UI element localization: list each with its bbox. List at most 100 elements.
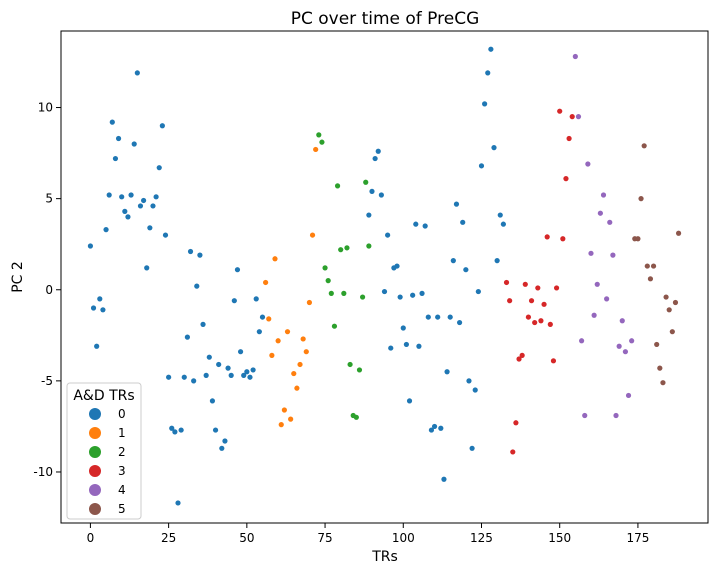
data-point-series-4 (579, 338, 585, 344)
data-point-series-0 (413, 221, 419, 227)
data-point-series-4 (607, 219, 613, 225)
data-point-series-0 (128, 192, 134, 198)
legend-label-2: 2 (118, 445, 126, 459)
data-point-series-5 (635, 236, 641, 242)
data-point-series-0 (256, 329, 262, 335)
data-point-series-0 (184, 334, 190, 340)
data-point-series-3 (513, 420, 519, 426)
data-point-series-5 (638, 196, 644, 202)
x-tick-label: 100 (392, 531, 415, 545)
data-point-series-2 (356, 367, 363, 373)
legend-marker-5 (89, 503, 101, 515)
data-point-series-0 (425, 314, 431, 320)
data-point-series-0 (482, 101, 488, 107)
y-axis-title: PC 2 (10, 261, 26, 293)
data-point-series-1 (281, 407, 287, 413)
data-point-series-0 (166, 374, 172, 380)
chart-title: PC over time of PreCG (291, 9, 480, 29)
x-tick-label: 150 (548, 531, 571, 545)
data-point-series-5 (669, 329, 675, 335)
data-point-series-0 (466, 378, 472, 384)
data-point-series-1 (272, 256, 278, 262)
data-point-series-0 (497, 212, 503, 218)
data-point-series-4 (613, 412, 619, 419)
data-points (87, 46, 682, 506)
data-point-series-1 (306, 299, 313, 306)
data-point-series-5 (641, 143, 647, 149)
data-point-series-2 (344, 245, 350, 251)
data-point-series-0 (428, 427, 435, 433)
data-point-series-4 (594, 281, 600, 287)
data-point-series-0 (87, 243, 94, 249)
data-point-series-0 (388, 345, 394, 351)
x-tick-label: 50 (239, 531, 254, 545)
legend-marker-3 (89, 465, 101, 477)
data-point-series-0 (460, 219, 466, 225)
data-point-series-2 (353, 414, 359, 420)
data-point-series-0 (475, 288, 481, 295)
data-point-series-3 (525, 314, 532, 320)
data-point-series-0 (225, 365, 231, 371)
data-point-series-5 (647, 276, 654, 282)
x-tick-label: 125 (470, 531, 493, 545)
data-point-series-0 (228, 372, 234, 378)
data-point-series-0 (372, 155, 378, 162)
data-point-series-3 (566, 135, 572, 142)
data-point-series-0 (410, 292, 416, 298)
data-point-series-5 (666, 307, 672, 313)
data-point-series-0 (219, 445, 225, 451)
data-point-series-2 (319, 139, 325, 145)
data-point-series-0 (197, 252, 203, 258)
data-point-series-0 (206, 354, 212, 360)
data-point-series-4 (622, 349, 629, 355)
data-point-series-3 (516, 356, 522, 362)
data-point-series-3 (528, 298, 535, 304)
data-point-series-0 (203, 372, 209, 378)
y-tick-label: 5 (45, 192, 53, 206)
data-point-series-5 (663, 294, 669, 300)
data-point-series-0 (494, 258, 500, 264)
data-point-series-3 (538, 318, 544, 324)
data-point-series-3 (557, 108, 563, 114)
data-point-series-0 (134, 70, 140, 76)
data-point-series-0 (234, 267, 241, 273)
data-point-series-0 (194, 283, 200, 289)
data-point-series-2 (328, 290, 334, 296)
data-point-series-0 (122, 208, 128, 214)
data-point-series-0 (144, 265, 150, 271)
data-point-series-0 (447, 314, 453, 320)
legend-marker-0 (89, 408, 101, 420)
data-point-series-0 (115, 135, 122, 142)
data-point-series-0 (150, 203, 156, 209)
data-point-series-0 (172, 429, 178, 435)
legend-label-4: 4 (118, 483, 126, 497)
data-point-series-0 (438, 425, 444, 431)
data-point-series-4 (619, 318, 625, 324)
legend-marker-2 (89, 446, 101, 458)
data-point-series-0 (147, 225, 153, 231)
data-point-series-4 (582, 412, 588, 419)
data-point-series-5 (657, 365, 663, 371)
data-point-series-1 (294, 385, 300, 391)
data-point-series-0 (212, 427, 219, 433)
data-point-series-3 (519, 352, 525, 358)
data-point-series-2 (325, 278, 331, 284)
data-point-series-3 (510, 449, 516, 455)
data-point-series-2 (331, 323, 338, 329)
data-point-series-3 (547, 321, 553, 327)
data-point-series-0 (125, 214, 131, 220)
x-axis-title: TRs (371, 549, 398, 565)
x-tick-label: 0 (87, 531, 95, 545)
data-point-series-2 (322, 265, 328, 271)
data-point-series-0 (181, 374, 187, 380)
data-point-series-0 (140, 197, 147, 204)
data-point-series-1 (278, 422, 284, 428)
x-tick-label: 175 (626, 531, 649, 545)
plot-area (60, 30, 709, 524)
data-point-series-0 (403, 341, 410, 348)
data-point-series-0 (472, 387, 478, 393)
data-point-series-1 (266, 316, 272, 322)
data-point-series-4 (575, 114, 582, 120)
data-point-series-2 (341, 290, 347, 296)
data-point-series-2 (347, 361, 353, 368)
